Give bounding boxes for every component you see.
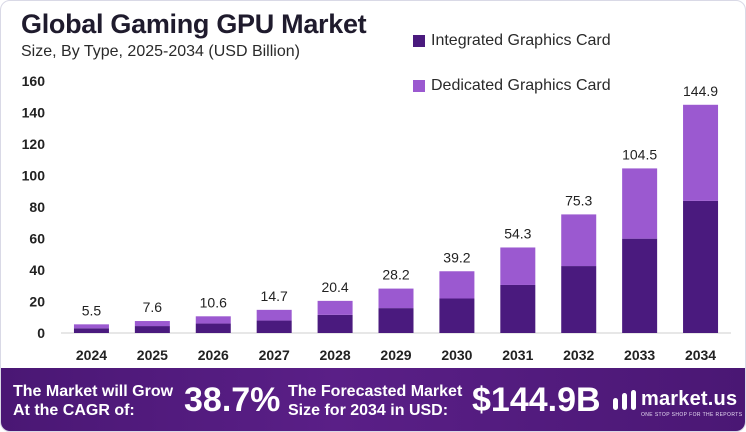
y-tick-label: 140 bbox=[22, 105, 46, 121]
chart-plot-area: 0 20 40 60 80 100 120 140 160 5.5 2024 7.6 2025 10.6 2… bbox=[22, 73, 731, 363]
bar-segment-integrated bbox=[378, 308, 414, 333]
bar-segment-integrated bbox=[134, 326, 170, 333]
y-tick-label: 160 bbox=[22, 73, 46, 89]
legend-swatch-dedicated bbox=[413, 80, 425, 92]
bar-segment-integrated bbox=[439, 298, 475, 333]
cagr-label: The Market will Grow At the CAGR of: bbox=[13, 382, 173, 420]
bar-total-label: 39.2 bbox=[443, 249, 470, 265]
brand-mark-icon bbox=[613, 389, 636, 410]
footer-banner: The Market will Grow At the CAGR of: 38.… bbox=[1, 368, 745, 431]
y-tick-label: 0 bbox=[37, 325, 45, 341]
x-tick-label: 2029 bbox=[380, 347, 411, 363]
x-tick-label: 2026 bbox=[198, 347, 229, 363]
legend-item-integrated: Integrated Graphics Card bbox=[413, 32, 611, 50]
brand-logo: market.us ONE STOP SHOP FOR THE REPORTS bbox=[612, 388, 742, 418]
bar-segment-integrated bbox=[500, 284, 536, 333]
x-tick-label: 2025 bbox=[137, 347, 168, 363]
forecast-label: The Forecasted Market Size for 2034 in U… bbox=[288, 382, 462, 420]
bar-segment-dedicated bbox=[256, 309, 292, 321]
legend-swatch-integrated bbox=[413, 35, 425, 47]
bar-total-label: 7.6 bbox=[143, 299, 163, 315]
bar-segment-dedicated bbox=[500, 247, 536, 285]
bar-total-label: 54.3 bbox=[504, 225, 531, 241]
bar-segment-integrated bbox=[256, 320, 292, 333]
y-tick-label: 120 bbox=[22, 136, 46, 152]
bar-segment-dedicated bbox=[378, 288, 414, 309]
bar-total-label: 144.9 bbox=[683, 83, 718, 99]
x-tick-label: 2027 bbox=[259, 347, 290, 363]
y-tick-label: 60 bbox=[29, 231, 45, 247]
bar-segment-dedicated bbox=[683, 104, 719, 201]
bar-segment-dedicated bbox=[622, 168, 658, 239]
bar-segment-integrated bbox=[622, 238, 658, 333]
cagr-label-line1: The Market will Grow bbox=[13, 383, 174, 400]
legend-item-dedicated: Dedicated Graphics Card bbox=[413, 77, 611, 95]
cagr-value: 38.7% bbox=[184, 381, 281, 419]
forecast-value: $144.9B bbox=[472, 381, 601, 419]
chart-title: Global Gaming GPU Market bbox=[21, 9, 367, 39]
x-tick-label: 2032 bbox=[563, 347, 594, 363]
bar-total-label: 20.4 bbox=[321, 279, 348, 295]
bar-total-label: 75.3 bbox=[565, 192, 592, 208]
y-tick-label: 40 bbox=[29, 262, 45, 278]
x-tick-label: 2028 bbox=[320, 347, 351, 363]
brand-tagline: ONE STOP SHOP FOR THE REPORTS bbox=[641, 412, 743, 418]
forecast-label-line1: The Forecasted Market bbox=[288, 383, 463, 400]
bar-total-label: 5.5 bbox=[82, 302, 102, 318]
bar-segment-integrated bbox=[73, 328, 109, 333]
forecast-label-line2: Size for 2034 in USD: bbox=[288, 402, 449, 419]
bar-segment-integrated bbox=[683, 200, 719, 333]
bar-segment-dedicated bbox=[439, 271, 475, 299]
x-tick-label: 2024 bbox=[76, 347, 107, 363]
y-tick-label: 100 bbox=[22, 168, 46, 184]
bar-total-label: 28.2 bbox=[382, 267, 409, 283]
x-tick-label: 2030 bbox=[441, 347, 472, 363]
bar-segment-dedicated bbox=[195, 316, 231, 324]
bar-total-label: 104.5 bbox=[622, 146, 657, 162]
cagr-label-line2: At the CAGR of: bbox=[13, 402, 135, 419]
brand-name: market.us bbox=[641, 388, 738, 410]
chart-subtitle: Size, By Type, 2025-2034 (USD Billion) bbox=[21, 43, 300, 60]
bar-segment-dedicated bbox=[561, 214, 597, 267]
legend-label-dedicated: Dedicated Graphics Card bbox=[431, 77, 611, 94]
bar-segment-dedicated bbox=[317, 300, 353, 315]
y-tick-label: 20 bbox=[29, 294, 45, 310]
bar-total-label: 14.7 bbox=[261, 288, 288, 304]
bar-segment-dedicated bbox=[73, 324, 109, 329]
y-tick-label: 80 bbox=[29, 199, 45, 215]
x-tick-label: 2033 bbox=[624, 347, 655, 363]
legend-label-integrated: Integrated Graphics Card bbox=[431, 32, 611, 49]
bar-total-label: 10.6 bbox=[200, 294, 227, 310]
x-tick-label: 2031 bbox=[502, 347, 533, 363]
x-tick-label: 2034 bbox=[685, 347, 716, 363]
bar-segment-integrated bbox=[195, 323, 231, 333]
bar-segment-dedicated bbox=[134, 321, 170, 327]
bar-segment-integrated bbox=[561, 266, 597, 333]
bar-segment-integrated bbox=[317, 314, 353, 333]
